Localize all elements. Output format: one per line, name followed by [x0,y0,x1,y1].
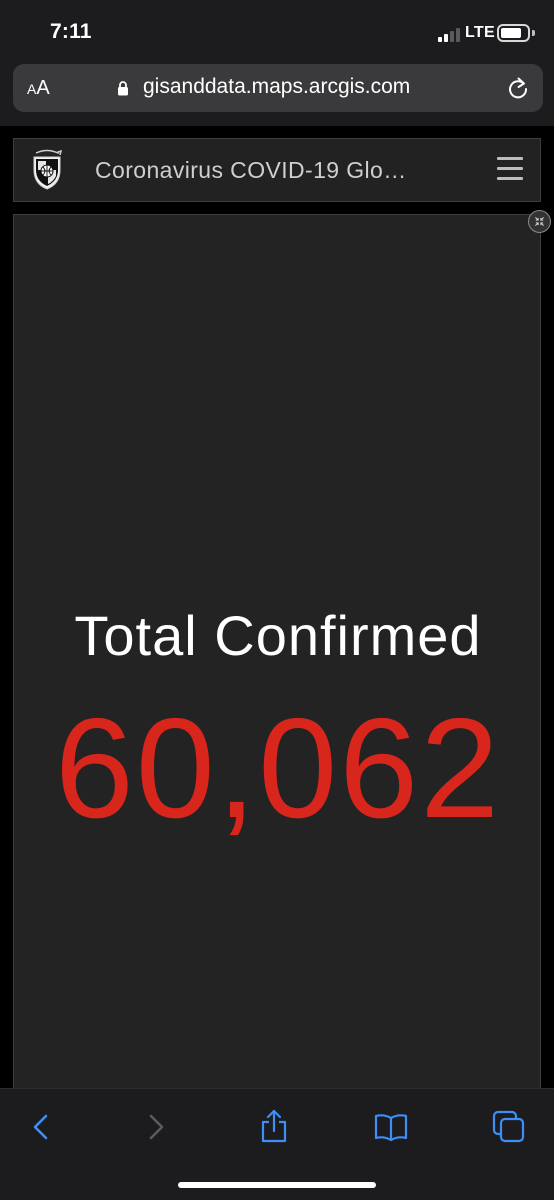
total-confirmed-value: 60,062 [54,689,502,848]
shield-logo-icon[interactable] [32,148,62,190]
lock-icon [118,81,128,96]
browser-toolbar [0,1088,554,1200]
browser-address-bar: AA gisanddata.maps.arcgis.com [0,54,554,126]
site-title: Coronavirus COVID-19 Glo… [95,157,407,183]
battery-tip [532,30,535,36]
address-field[interactable]: AA gisanddata.maps.arcgis.com [13,64,543,112]
chevron-right-icon[interactable] [136,1107,176,1147]
collapse-icon[interactable] [528,210,551,233]
status-time: 7:11 [50,20,92,43]
chevron-left-icon[interactable] [22,1107,62,1147]
panel-label: Total Confirmed [74,604,482,667]
url-text: gisanddata.maps.arcgis.com [143,75,411,98]
battery-icon [497,24,530,42]
total-confirmed-panel: Total Confirmed 60,062 [13,214,541,1094]
book-icon[interactable] [371,1107,411,1147]
network-type: LTE [465,24,495,41]
cellular-signal-icon [438,28,462,42]
home-indicator[interactable] [178,1182,376,1188]
web-page: Coronavirus COVID-19 Glo… Total Confirme… [0,126,554,1094]
share-icon[interactable] [254,1107,294,1147]
status-bar: 7:11 LTE [0,0,554,54]
hamburger-menu-icon[interactable] [497,157,523,181]
tabs-icon[interactable] [489,1107,529,1147]
text-size-button[interactable]: AA [27,77,50,99]
site-header: Coronavirus COVID-19 Glo… [13,138,541,202]
reload-icon[interactable] [505,75,531,101]
